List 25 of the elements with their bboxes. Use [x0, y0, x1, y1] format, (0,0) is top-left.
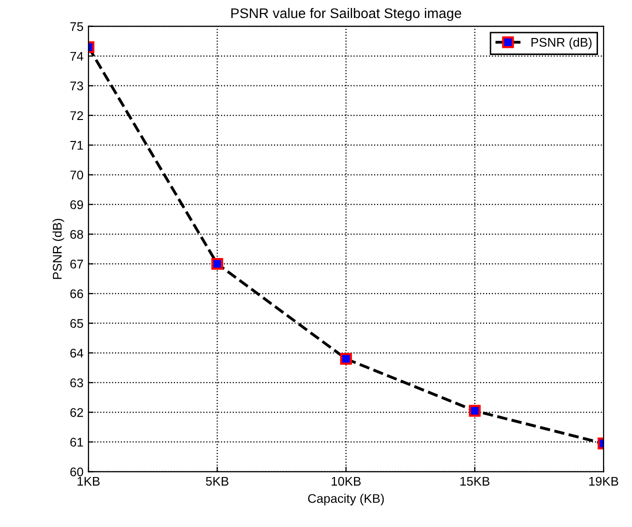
x-tick-label: 5KB	[206, 476, 228, 486]
y-tick-label: 62	[70, 408, 83, 417]
y-tick-label: 64	[70, 348, 84, 358]
y-tick-label: 60	[70, 467, 84, 476]
x-axis-title: Capacity (KB)	[308, 494, 384, 506]
y-tick-label: 72	[70, 111, 83, 120]
y-tick-label: 63	[70, 378, 84, 388]
y-tick-label: 74	[70, 52, 84, 61]
x-tick-label: 1KB	[78, 476, 100, 486]
y-tick-label: 66	[70, 289, 84, 298]
legend-label: PSNR (dB)	[532, 38, 592, 50]
y-tick-label: 61	[70, 438, 84, 447]
y-tick-label: 67	[70, 260, 83, 269]
y-tick-label: 70	[70, 170, 84, 180]
chart-title: PSNR value for Sailboat Stego image	[231, 8, 462, 21]
y-tick-label: 68	[70, 230, 84, 239]
x-tick-label: 15KB	[460, 476, 490, 486]
x-tick-label: 19KB	[589, 476, 618, 486]
y-tick-label: 69	[70, 200, 84, 210]
y-tick-label: 65	[70, 319, 84, 328]
y-tick-label: 75	[70, 22, 84, 31]
y-tick-label: 73	[70, 82, 84, 90]
y-axis-title: PSNR (dB)	[52, 218, 64, 279]
y-tick-label: 71	[70, 141, 84, 150]
x-tick-label: 10KB	[332, 476, 361, 486]
